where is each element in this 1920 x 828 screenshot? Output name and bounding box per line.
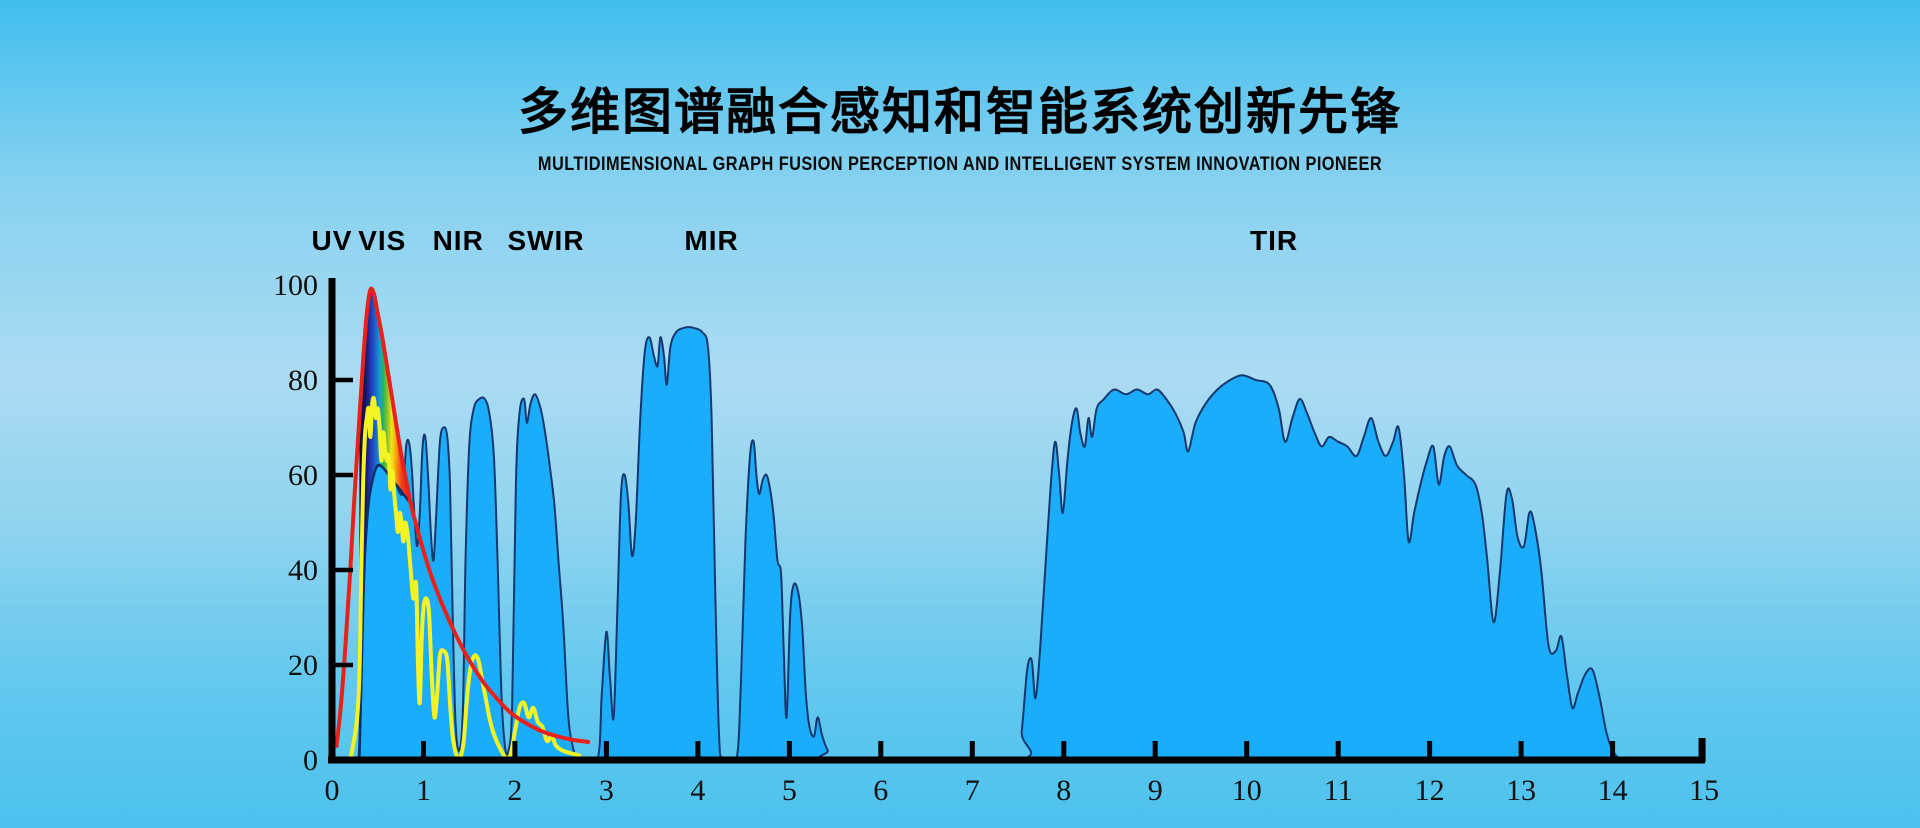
transmission-area xyxy=(357,326,1621,762)
page-subtitle: MULTIDIMENSIONAL GRAPH FUSION PERCEPTION… xyxy=(537,153,1383,176)
y-tick-label-100: 100 xyxy=(273,269,318,302)
x-tick-label-15: 15 xyxy=(1689,774,1719,807)
x-tick-label-12: 12 xyxy=(1415,774,1445,807)
band-label-tir: TIR xyxy=(1250,225,1298,256)
y-tick-label-80: 80 xyxy=(288,364,318,397)
page-title: 多维图谱融合感知和智能系统创新先锋 xyxy=(518,84,1402,140)
x-tick-label-9: 9 xyxy=(1148,774,1163,807)
x-tick-label-5: 5 xyxy=(782,774,797,807)
band-labels: UV VIS NIR SWIR MIR TIR xyxy=(312,225,1298,256)
band-label-uv: UV xyxy=(312,225,353,256)
x-tick-label-2: 2 xyxy=(507,774,522,807)
x-tick-label-0: 0 xyxy=(325,774,340,807)
x-tick-label-8: 8 xyxy=(1056,774,1071,807)
solar-irradiance-ground-curve xyxy=(348,395,581,762)
band-label-swir: SWIR xyxy=(507,225,584,256)
transmission-envelope-curve xyxy=(358,463,412,761)
band-label-vis: VIS xyxy=(358,225,406,256)
solar-radiation-envelope-curve xyxy=(334,286,591,748)
x-tick-label-3: 3 xyxy=(599,774,614,807)
x-tick-label-1: 1 xyxy=(416,774,431,807)
x-tick-label-6: 6 xyxy=(873,774,888,807)
x-tick-label-7: 7 xyxy=(965,774,980,807)
x-tick-label-11: 11 xyxy=(1324,774,1353,807)
x-tick-label-10: 10 xyxy=(1232,774,1262,807)
band-label-nir: NIR xyxy=(433,225,484,256)
y-tick-label-0: 0 xyxy=(303,744,318,777)
y-tick-label-40: 40 xyxy=(288,554,318,587)
axes xyxy=(328,278,1706,764)
x-tick-label-14: 14 xyxy=(1598,774,1628,807)
y-tick-label-20: 20 xyxy=(288,649,318,682)
band-label-mir: MIR xyxy=(684,225,738,256)
x-tick-label-13: 13 xyxy=(1506,774,1536,807)
x-tick-label-4: 4 xyxy=(690,774,705,807)
y-tick-label-60: 60 xyxy=(288,459,318,492)
